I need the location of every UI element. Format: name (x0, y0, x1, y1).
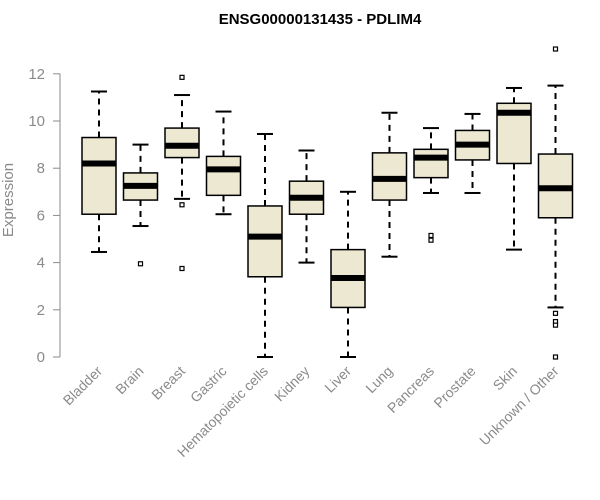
box-iqr (205, 155, 242, 197)
y-axis: 0 2 4 6 8 10 12 (28, 66, 61, 366)
y-tick-label: 0 (37, 349, 45, 366)
y-axis-label: Expression (0, 163, 17, 237)
x-category-label: Lung (362, 363, 395, 396)
outlier-point (552, 310, 559, 316)
y-tick-label: 10 (28, 113, 45, 130)
box-group (537, 46, 574, 360)
boxes-layer (81, 46, 574, 360)
outlier-point (552, 354, 559, 360)
x-category-label: Bladder (60, 363, 106, 409)
outlier-point (428, 237, 434, 243)
box-group (164, 74, 200, 272)
y-tick-label: 4 (37, 255, 45, 272)
box-group (205, 110, 242, 216)
box-iqr (247, 205, 283, 278)
outlier-point (179, 265, 185, 272)
box-iqr (81, 136, 117, 215)
outlier-point (137, 261, 144, 267)
outlier-point (552, 46, 559, 52)
y-tick-label: 8 (37, 160, 45, 177)
y-tick-label: 2 (37, 302, 45, 319)
box-group (81, 90, 117, 253)
x-category-label: Kidney (271, 363, 313, 405)
outlier-point (179, 74, 185, 80)
x-category-label: Brain (112, 363, 146, 397)
x-category-label: Liver (321, 363, 354, 396)
box-group (288, 149, 325, 264)
outlier-point (428, 232, 434, 239)
box-group (413, 127, 449, 243)
box-group (330, 190, 366, 358)
box-group (371, 111, 408, 258)
box-group (247, 132, 283, 358)
x-category-label: Breast (148, 363, 188, 403)
outlier-point (552, 322, 559, 328)
x-category-label: Unknown / Other (476, 363, 562, 449)
outlier-point (179, 202, 185, 208)
x-category-label: Skin (490, 363, 521, 394)
box-iqr (413, 148, 449, 179)
box-group (122, 143, 159, 267)
y-tick-label: 12 (28, 66, 45, 83)
box-group (454, 112, 491, 194)
y-tick-label: 6 (37, 207, 45, 224)
chart-title: ENSG00000131435 - PDLIM4 (219, 11, 422, 28)
box-group (496, 86, 532, 251)
x-category-label: Prostate (430, 363, 478, 411)
